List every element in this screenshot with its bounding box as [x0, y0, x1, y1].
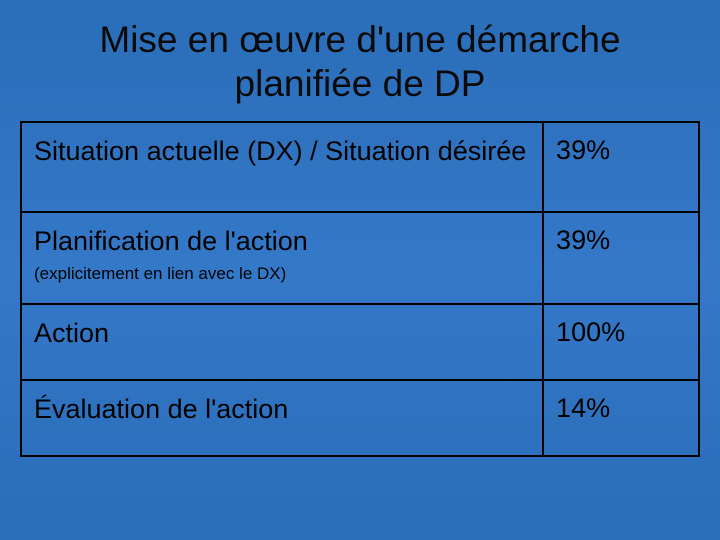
data-table: Situation actuelle (DX) / Situation dési…	[20, 121, 700, 457]
table-row: Planification de l'action (explicitement…	[21, 212, 699, 304]
row-value: 39%	[556, 225, 610, 255]
slide-title: Mise en œuvre d'une démarche planifiée d…	[20, 18, 700, 105]
row-label-cell: Action	[21, 304, 543, 380]
slide-container: Mise en œuvre d'une démarche planifiée d…	[0, 0, 720, 540]
row-label-cell: Situation actuelle (DX) / Situation dési…	[21, 122, 543, 212]
row-label: Planification de l'action	[34, 226, 308, 256]
row-label: Situation actuelle (DX) / Situation dési…	[34, 136, 526, 166]
row-value: 14%	[556, 393, 610, 423]
row-value-cell: 14%	[543, 380, 699, 456]
table-row: Action 100%	[21, 304, 699, 380]
row-label-cell: Planification de l'action (explicitement…	[21, 212, 543, 304]
row-subtext: (explicitement en lien avec le DX)	[34, 264, 530, 284]
row-label: Action	[34, 318, 109, 348]
row-value: 39%	[556, 135, 610, 165]
table-row: Évaluation de l'action 14%	[21, 380, 699, 456]
row-label: Évaluation de l'action	[34, 394, 288, 424]
row-value-cell: 100%	[543, 304, 699, 380]
row-value-cell: 39%	[543, 122, 699, 212]
row-value: 100%	[556, 317, 625, 347]
table-row: Situation actuelle (DX) / Situation dési…	[21, 122, 699, 212]
row-value-cell: 39%	[543, 212, 699, 304]
row-label-cell: Évaluation de l'action	[21, 380, 543, 456]
